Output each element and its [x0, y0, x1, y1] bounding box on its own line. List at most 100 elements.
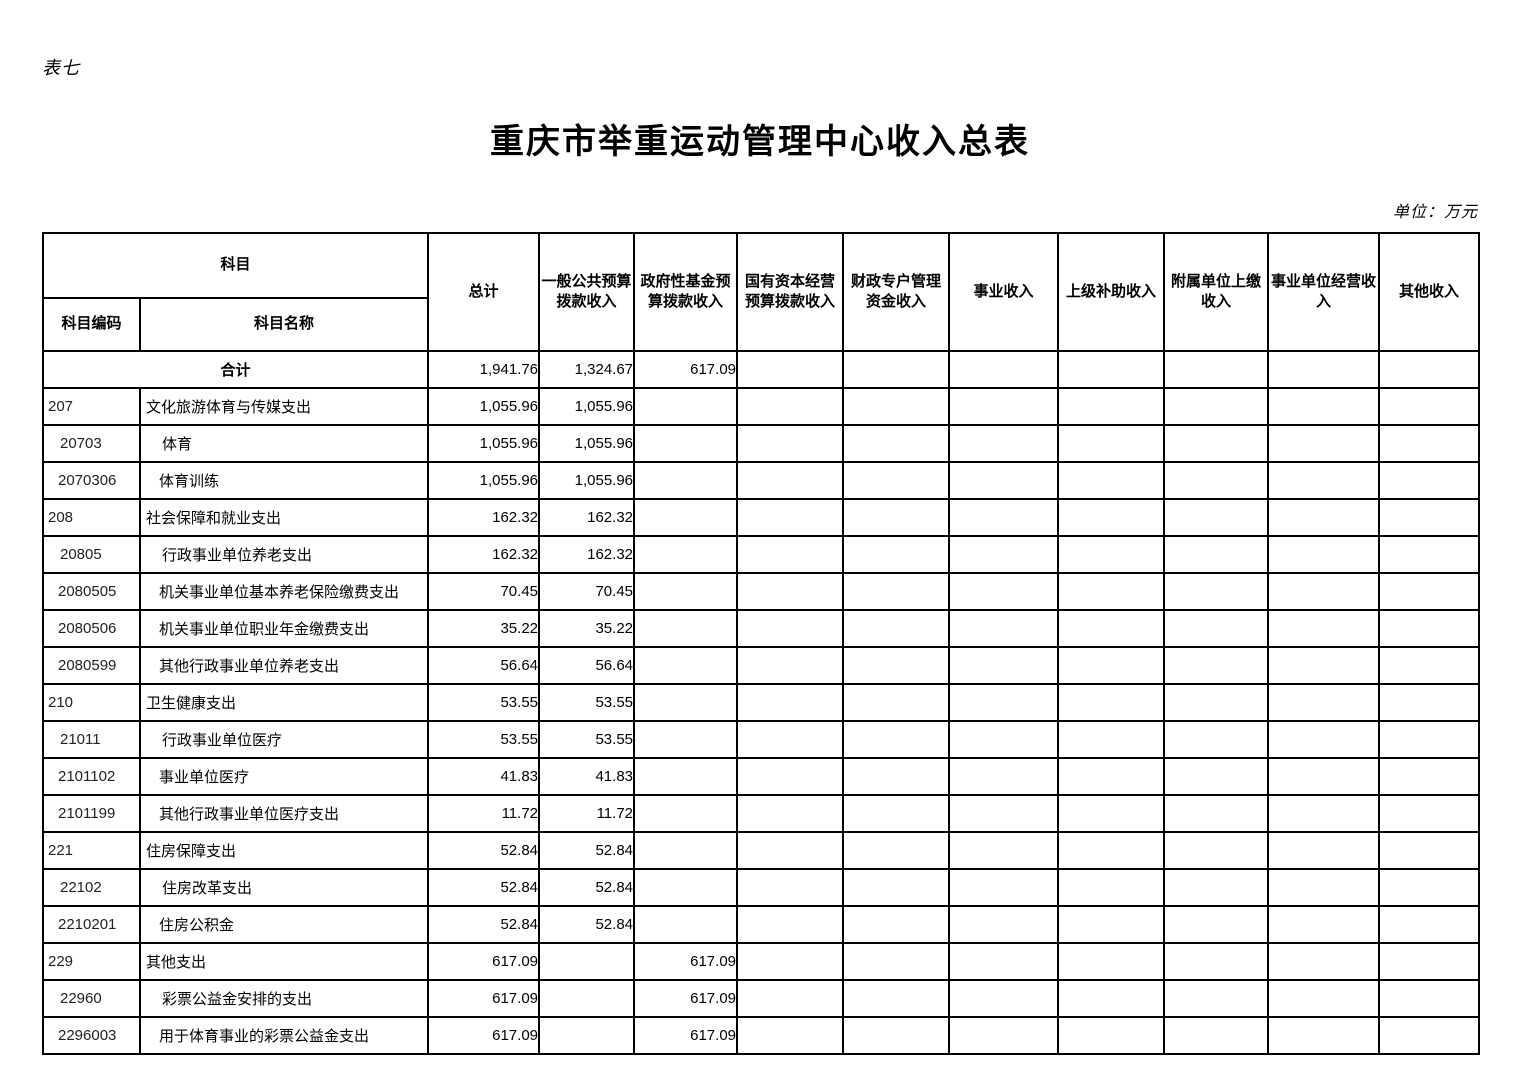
value-cell: [633, 757, 739, 796]
value-cell: [1163, 572, 1270, 611]
value-cell: [1163, 720, 1270, 759]
subject-name-cell: 住房改革支出: [138, 868, 430, 907]
value-cell: [842, 646, 951, 685]
value-cell: [842, 350, 951, 389]
value-cell: [633, 498, 739, 537]
value-cell: 162.32: [427, 498, 541, 537]
value-cell: 52.84: [538, 868, 636, 907]
value-cell: [948, 350, 1060, 389]
value-cell: [736, 942, 845, 981]
value-cell: [736, 794, 845, 833]
value-cell: [1163, 979, 1270, 1018]
value-cell: [633, 535, 739, 574]
value-cell: 52.84: [538, 831, 636, 870]
header-fiscal-special-account: 财政专户管理资金收入: [842, 232, 951, 352]
header-row-1: 科目 总计 一般公共预算拨款收入 政府性基金预算拨款收入 国有资本经营预算拨款收…: [41, 232, 1481, 352]
value-cell: [1378, 461, 1481, 500]
table-row: 2101102 事业单位医疗 41.83 41.83: [42, 757, 1481, 796]
value-cell: [948, 609, 1060, 648]
value-cell: [633, 905, 739, 944]
subject-name-cell: 社会保障和就业支出: [138, 498, 430, 537]
subject-code-cell: 2210201: [42, 905, 141, 944]
value-cell: [1057, 646, 1166, 685]
table-row: 20805 行政事业单位养老支出 162.32 162.32: [42, 535, 1481, 574]
value-cell: [736, 720, 845, 759]
value-cell: [1267, 572, 1381, 611]
value-cell: [1267, 868, 1381, 907]
table-row: 221 住房保障支出 52.84 52.84: [42, 831, 1481, 870]
value-cell: [736, 868, 845, 907]
value-cell: [633, 794, 739, 833]
page-title: 重庆市举重运动管理中心收入总表: [490, 124, 1030, 161]
value-cell: 41.83: [427, 757, 541, 796]
value-cell: [948, 424, 1060, 463]
value-cell: 617.09: [633, 942, 739, 981]
value-cell: [1267, 609, 1381, 648]
value-cell: [842, 572, 951, 611]
value-cell: [948, 720, 1060, 759]
subject-code-cell: 229: [42, 942, 141, 981]
value-cell: [1267, 424, 1381, 463]
value-cell: 53.55: [427, 683, 541, 722]
value-cell: [1163, 1016, 1270, 1055]
table-row: 20703 体育 1,055.96 1,055.96: [42, 424, 1481, 463]
value-cell: [842, 609, 951, 648]
value-cell: [1378, 720, 1481, 759]
header-subject-code: 科目编码: [42, 297, 141, 352]
value-cell: 617.09: [427, 979, 541, 1018]
value-cell: [1267, 794, 1381, 833]
value-cell: [1163, 387, 1270, 426]
value-cell: [633, 646, 739, 685]
value-cell: [736, 646, 845, 685]
header-total: 总计: [427, 232, 541, 352]
value-cell: [1163, 683, 1270, 722]
value-cell: [948, 868, 1060, 907]
value-cell: [736, 424, 845, 463]
header-row-2: 科目编码 科目名称: [42, 297, 1479, 352]
header-general-public-budget: 一般公共预算拨款收入: [538, 232, 636, 352]
subject-name-cell: 体育: [138, 424, 430, 463]
value-cell: [633, 387, 739, 426]
value-cell: [842, 535, 951, 574]
value-cell: 1,055.96: [538, 387, 636, 426]
value-cell: [736, 683, 845, 722]
subject-code-cell: 21011: [42, 720, 141, 759]
value-cell: [842, 757, 951, 796]
value-cell: 52.84: [427, 905, 541, 944]
value-cell: [948, 535, 1060, 574]
value-cell: [842, 720, 951, 759]
value-cell: [736, 461, 845, 500]
value-cell: 11.72: [427, 794, 541, 833]
value-cell: 617.09: [633, 1016, 739, 1055]
table-row: 2070306 体育训练 1,055.96 1,055.96: [42, 461, 1481, 500]
header-institution-operating: 事业单位经营收入: [1267, 232, 1381, 352]
subject-code-cell: 207: [42, 387, 141, 426]
value-cell: [736, 350, 845, 389]
value-cell: [1378, 794, 1481, 833]
value-cell: [538, 1016, 636, 1055]
value-cell: [1057, 831, 1166, 870]
subject-name-cell: 卫生健康支出: [138, 683, 430, 722]
value-cell: [1267, 757, 1381, 796]
value-cell: [1267, 683, 1381, 722]
value-cell: [1163, 942, 1270, 981]
value-cell: [842, 794, 951, 833]
subject-name-cell: 机关事业单位职业年金缴费支出: [138, 609, 430, 648]
subject-code-cell: 2296003: [42, 1016, 141, 1055]
value-cell: [842, 979, 951, 1018]
value-cell: [1057, 498, 1166, 537]
subject-name-cell: 住房保障支出: [138, 831, 430, 870]
subject-name-cell: 文化旅游体育与传媒支出: [138, 387, 430, 426]
value-cell: [736, 387, 845, 426]
subject-code-cell: 2080505: [42, 572, 141, 611]
value-cell: [633, 572, 739, 611]
table-row: 208 社会保障和就业支出 162.32 162.32: [42, 498, 1481, 537]
value-cell: [1057, 868, 1166, 907]
subject-code-cell: 20703: [42, 424, 141, 463]
value-cell: [1267, 535, 1381, 574]
subject-name-cell: 用于体育事业的彩票公益金支出: [138, 1016, 430, 1055]
value-cell: 617.09: [427, 942, 541, 981]
subject-code-cell: 208: [42, 498, 141, 537]
value-cell: [948, 979, 1060, 1018]
value-cell: [1163, 868, 1270, 907]
